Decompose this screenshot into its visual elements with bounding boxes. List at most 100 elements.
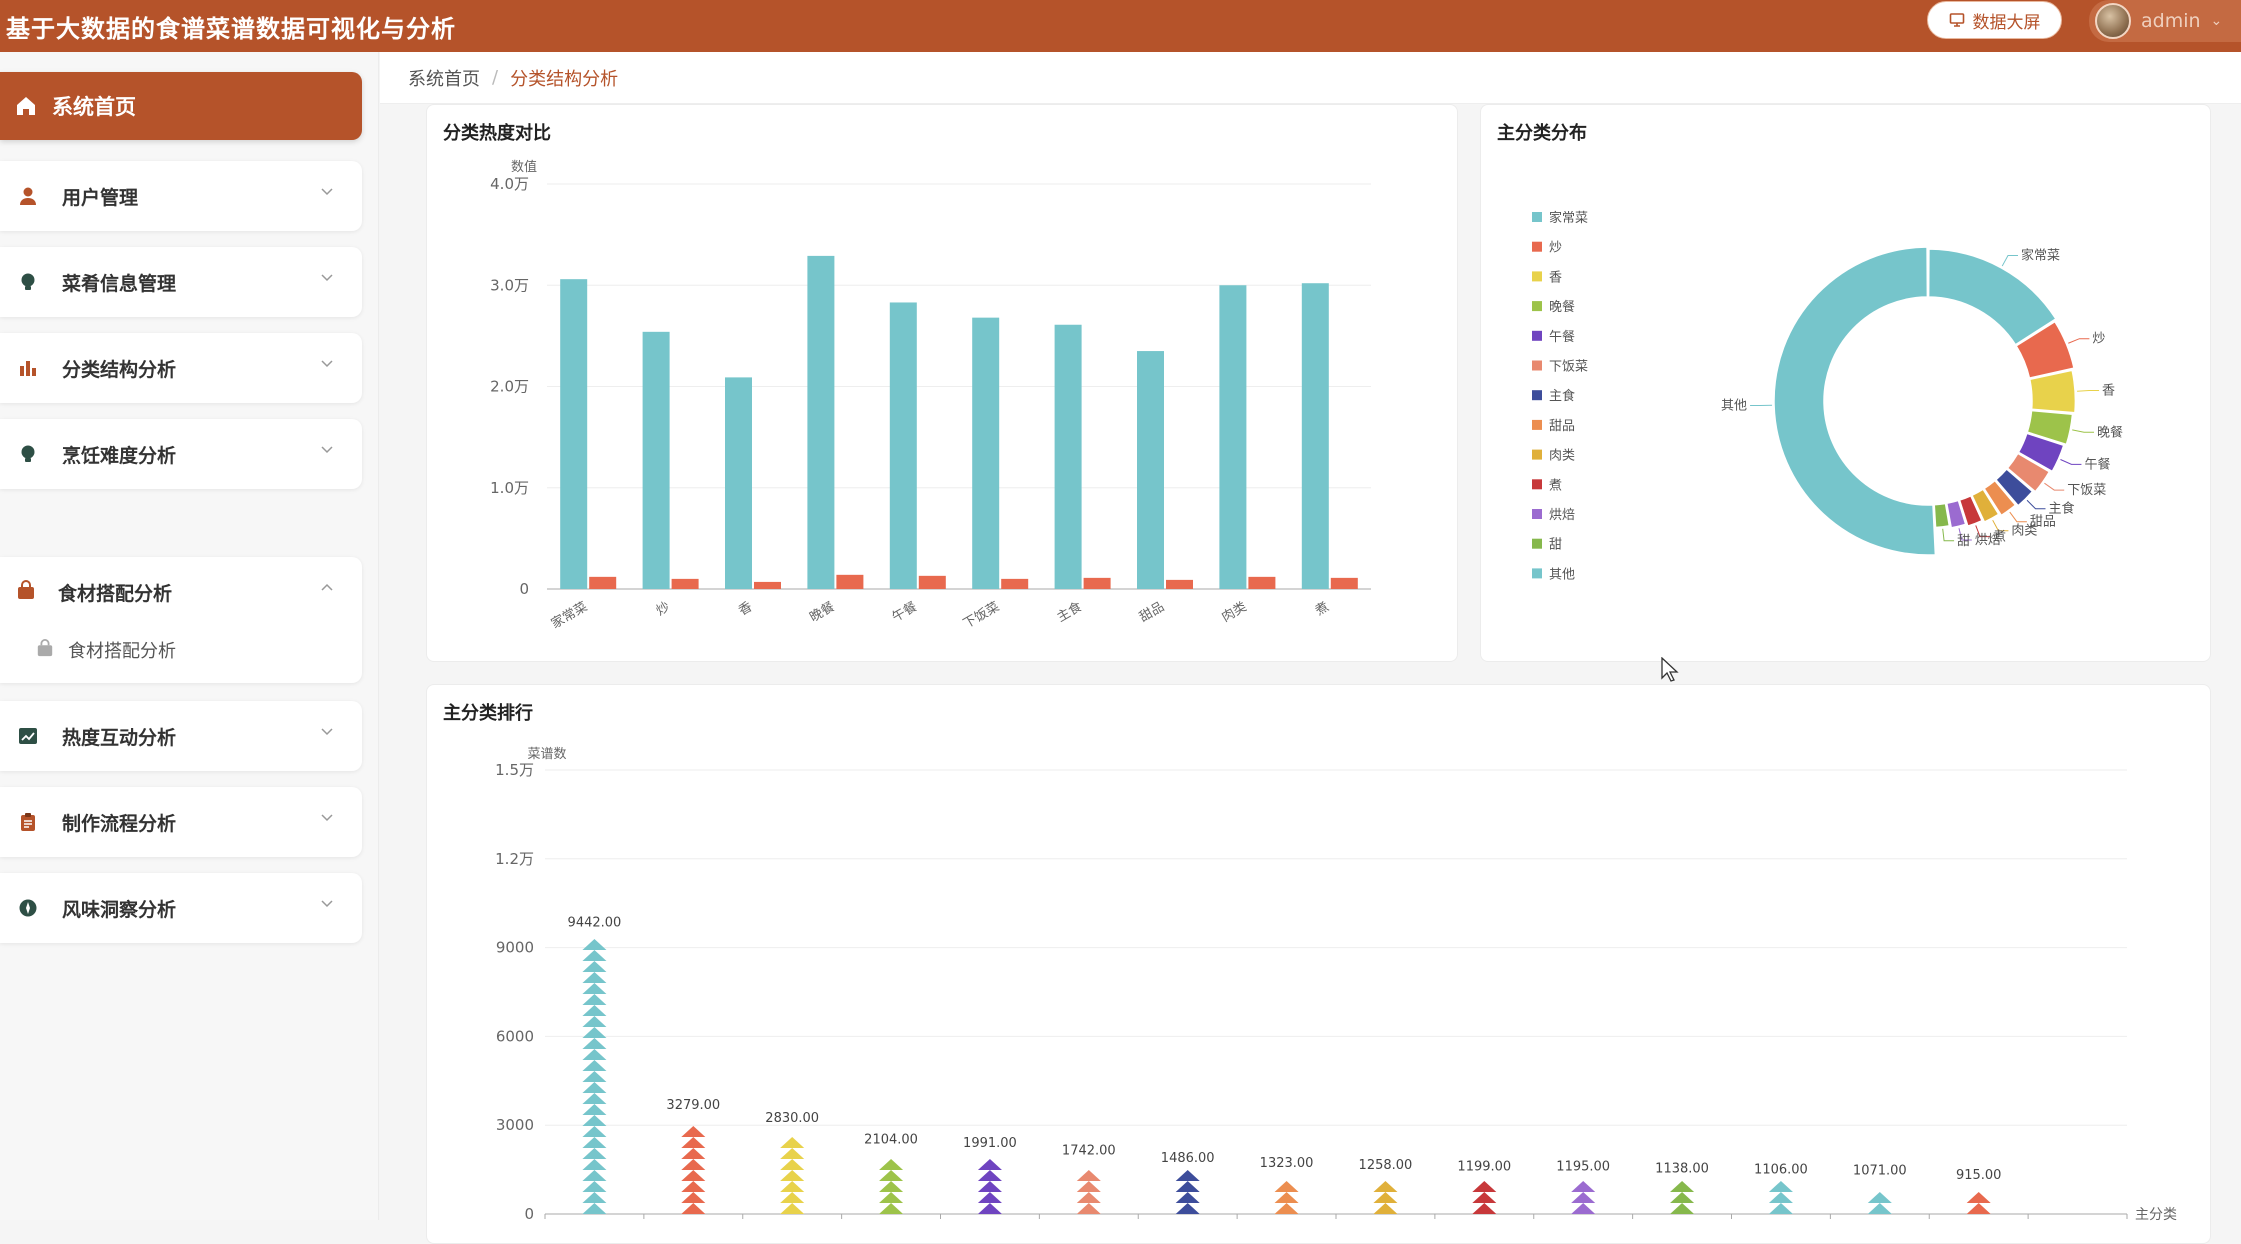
breadcrumb-current: 分类结构分析 xyxy=(510,65,618,91)
submenu-ingredient-analysis[interactable]: 食材搭配分析 xyxy=(36,637,176,663)
legend-label: 烘焙 xyxy=(1549,508,1575,523)
slice-label: 肉类 xyxy=(2011,524,2037,539)
bar xyxy=(807,256,834,589)
bar-symbol xyxy=(780,1203,804,1214)
bar-symbol xyxy=(681,1137,705,1148)
home-icon xyxy=(14,94,38,118)
legend-swatch xyxy=(1532,242,1542,252)
bar-symbol xyxy=(1077,1170,1101,1181)
data-label: 1742.00 xyxy=(1062,1143,1116,1158)
sidebar-item-label: 风味洞察分析 xyxy=(62,895,176,922)
legend-label: 甜 xyxy=(1549,537,1562,553)
slice-label: 其他 xyxy=(1721,399,1747,414)
bar-symbol xyxy=(582,939,606,950)
y-tick-label: 1.5万 xyxy=(495,761,534,779)
legend-label: 主食 xyxy=(1549,388,1575,404)
bag-icon xyxy=(16,580,36,604)
y-axis-label: 数值 xyxy=(511,159,537,175)
legend-swatch xyxy=(1532,271,1542,281)
sidebar-item-ingredient-analysis: 食材搭配分析 食材搭配分析 xyxy=(0,557,362,683)
data-label: 1258.00 xyxy=(1359,1158,1413,1173)
data-label: 9442.00 xyxy=(568,916,622,931)
label-line xyxy=(2072,430,2094,432)
bar-symbol xyxy=(582,961,606,972)
bar xyxy=(1302,283,1329,589)
y-axis-label: 菜谱数 xyxy=(527,747,566,762)
bar xyxy=(560,279,587,589)
bar-symbol xyxy=(1769,1181,1793,1192)
breadcrumb-home[interactable]: 系统首页 xyxy=(408,65,480,91)
chevron-up-icon[interactable] xyxy=(320,582,334,592)
user-icon xyxy=(16,184,40,208)
bar-symbol xyxy=(780,1170,804,1181)
data-screen-button[interactable]: 数据大屏 xyxy=(1927,1,2062,39)
sidebar-item-dish-management[interactable]: 菜肴信息管理 xyxy=(0,247,362,317)
sidebar-item-category-analysis[interactable]: 分类结构分析 xyxy=(0,333,362,403)
bar xyxy=(1331,578,1358,589)
bar-symbol xyxy=(780,1181,804,1192)
x-tick-label: 主食 xyxy=(1054,599,1085,626)
x-tick-label: 午餐 xyxy=(889,599,920,626)
bar-symbol xyxy=(582,983,606,994)
x-tick-label: 甜品 xyxy=(1136,599,1167,626)
main-category-distribution-card: 主分类分布 家常菜炒香晚餐午餐下饭菜主食甜品肉类煮烘焙甜其他家常菜炒香晚餐午餐下… xyxy=(1480,104,2211,662)
bar-symbol xyxy=(879,1170,903,1181)
clipboard-icon xyxy=(16,810,40,834)
bar-symbol xyxy=(780,1159,804,1170)
bar-symbol xyxy=(879,1192,903,1203)
sidebar-item-home[interactable]: 系统首页 xyxy=(0,72,362,140)
y-tick-label: 3000 xyxy=(496,1116,534,1134)
bar-symbol xyxy=(582,972,606,983)
bar-symbol xyxy=(1868,1203,1892,1214)
x-tick-label: 香 xyxy=(736,599,755,618)
bar-symbol xyxy=(582,1049,606,1060)
sidebar-item-flavor-analysis[interactable]: 风味洞察分析 xyxy=(0,873,362,943)
bar-symbol xyxy=(582,1203,606,1214)
bar-symbol xyxy=(582,1038,606,1049)
bar-symbol xyxy=(582,1181,606,1192)
slice-label: 香 xyxy=(2102,384,2115,399)
sidebar-item-popularity-analysis[interactable]: 热度互动分析 xyxy=(0,701,362,771)
data-label: 3279.00 xyxy=(666,1098,720,1113)
chevron-down-icon xyxy=(320,898,334,908)
chevron-down-icon xyxy=(320,812,334,822)
bar-symbol xyxy=(582,1027,606,1038)
x-tick-label: 下饭菜 xyxy=(961,599,1002,631)
bar-symbol xyxy=(780,1137,804,1148)
data-label: 1071.00 xyxy=(1853,1163,1907,1178)
bar-symbol xyxy=(1275,1192,1299,1203)
bar-symbol xyxy=(582,1170,606,1181)
bar-symbol xyxy=(1275,1203,1299,1214)
y-tick-label: 9000 xyxy=(496,939,534,957)
user-menu[interactable]: admin ⌄ xyxy=(2089,0,2241,42)
sidebar: 系统首页 用户管理 菜肴信息管理 分类结构分析 烹饪难度分析 食材搭配分析 食材… xyxy=(0,52,379,1220)
bar-symbol xyxy=(1571,1203,1595,1214)
bar-symbol xyxy=(780,1148,804,1159)
bar xyxy=(1137,351,1164,589)
bar-symbol xyxy=(681,1203,705,1214)
bar-symbol xyxy=(978,1181,1002,1192)
bar-symbol xyxy=(978,1192,1002,1203)
sidebar-item-difficulty-analysis[interactable]: 烹饪难度分析 xyxy=(0,419,362,489)
bar-symbol xyxy=(582,1060,606,1071)
bar-symbol xyxy=(1967,1203,1991,1214)
sidebar-item-ingredient-header[interactable]: 食材搭配分析 xyxy=(16,557,172,627)
sidebar-item-label: 菜肴信息管理 xyxy=(62,269,176,296)
sidebar-item-user-management[interactable]: 用户管理 xyxy=(0,161,362,231)
y-tick-label: 0 xyxy=(519,580,529,598)
sidebar-item-process-analysis[interactable]: 制作流程分析 xyxy=(0,787,362,857)
bar-symbol xyxy=(1670,1192,1694,1203)
bar-symbol xyxy=(1176,1181,1200,1192)
chevron-down-icon xyxy=(320,444,334,454)
mouse-cursor-icon xyxy=(1661,657,1679,683)
breadcrumb-separator: / xyxy=(492,67,498,88)
pie-slice xyxy=(1774,247,1935,555)
chevron-down-icon xyxy=(320,358,334,368)
y-tick-label: 1.0万 xyxy=(490,479,529,497)
data-label: 2104.00 xyxy=(864,1133,918,1148)
bar-symbol xyxy=(1472,1192,1496,1203)
bar-symbol xyxy=(582,950,606,961)
bar-symbol xyxy=(1472,1203,1496,1214)
bar-symbol xyxy=(681,1159,705,1170)
legend-label: 晚餐 xyxy=(1549,299,1575,315)
